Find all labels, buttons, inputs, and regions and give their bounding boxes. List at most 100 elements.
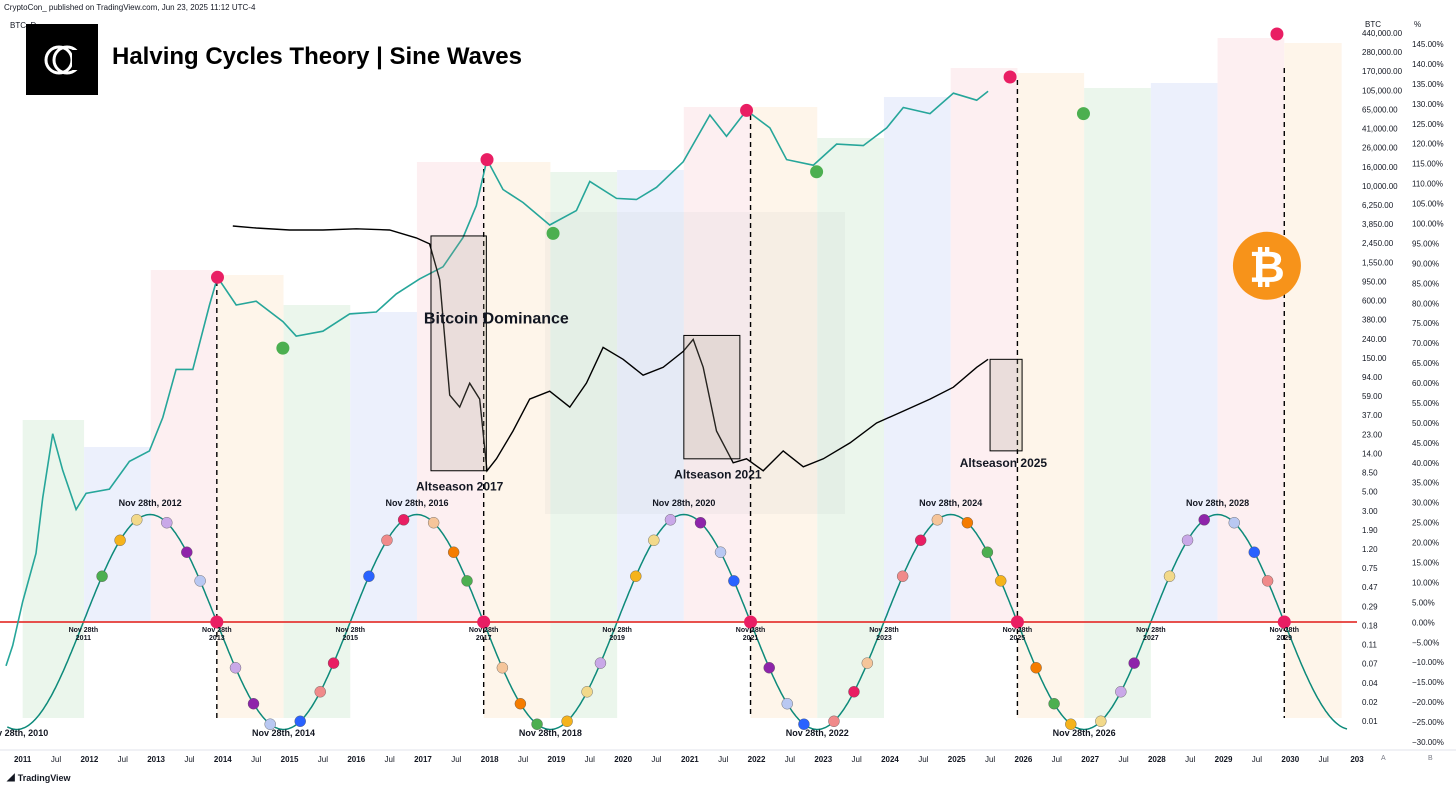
sine-phase-dot — [995, 575, 1007, 587]
price-tick-label: 600.00 — [1362, 297, 1387, 306]
sine-date-label: Nov 28th, 2012 — [119, 498, 182, 508]
zero-cross-label: Nov 28th — [335, 627, 365, 634]
zero-cross-label: Nov 28th — [469, 627, 499, 634]
sine-date-label: Nov 28th, 2028 — [1186, 498, 1249, 508]
price-tick-label: 150.00 — [1362, 354, 1387, 363]
percent-tick-label: 50.00% — [1412, 419, 1439, 428]
altseason-box — [989, 358, 1023, 452]
zero-cross-label: Nov 28th — [1269, 627, 1299, 634]
zero-cross-label: 2027 — [1143, 635, 1159, 642]
percent-tick-label: 135.00% — [1412, 80, 1444, 89]
sine-date-label: Nov 28th, 2010 — [0, 728, 48, 738]
percent-tick-label: 125.00% — [1412, 120, 1444, 129]
sine-phase-dot — [981, 546, 994, 558]
price-tick-label: 280,000.00 — [1362, 48, 1403, 57]
price-unit: BTC — [1365, 20, 1381, 29]
percent-tick-label: 145.00% — [1412, 40, 1444, 49]
price-tick-label: 26,000.00 — [1362, 144, 1398, 153]
price-tick-label: 23.00 — [1362, 430, 1383, 439]
sine-phase-dot — [1115, 686, 1127, 698]
price-tick-label: 65,000.00 — [1362, 105, 1398, 114]
cycle-bottom-dot — [546, 226, 560, 240]
percent-tick-label: −10.00% — [1412, 658, 1444, 667]
x-tick-label: 2018 — [481, 755, 499, 764]
sine-phase-dot — [714, 546, 727, 558]
zero-cross-label: Nov 28th — [1003, 627, 1033, 634]
percent-tick-label: 100.00% — [1412, 219, 1444, 228]
percent-tick-label: 85.00% — [1412, 279, 1439, 288]
sine-phase-dot — [514, 698, 527, 710]
price-tick-label: 0.04 — [1362, 679, 1378, 688]
price-tick-label: 0.29 — [1362, 602, 1378, 611]
sine-phase-dot — [798, 718, 810, 730]
percent-tick-label: 35.00% — [1412, 479, 1439, 488]
price-tick-label: 105,000.00 — [1362, 86, 1403, 95]
x-tick-label: 2021 — [681, 755, 699, 764]
sine-phase-dot — [581, 686, 593, 698]
dominance-backdrop — [545, 212, 845, 514]
tradingview-footer: ◢ TradingView — [7, 772, 71, 783]
cycle-zone-orange — [750, 107, 818, 718]
price-tick-label: 1,550.00 — [1362, 258, 1394, 267]
zero-cross-label: Nov 28th — [736, 627, 766, 634]
annotation-label: Bitcoin Dominance — [424, 311, 569, 328]
x-tick-label: 2026 — [1015, 755, 1033, 764]
sine-phase-dot — [1163, 570, 1176, 582]
sine-phase-dot — [781, 698, 793, 710]
price-tick-label: 3,850.00 — [1362, 220, 1394, 229]
x-tick-label: Jul — [1319, 755, 1329, 764]
cycle-zone-green — [283, 305, 351, 718]
sine-date-label: Nov 28th, 2022 — [786, 728, 849, 738]
x-tick-label: Jul — [985, 755, 995, 764]
footer-brand: TradingView — [17, 772, 71, 783]
price-tick-label: 8.50 — [1362, 469, 1378, 478]
x-tick-label: Jul — [651, 755, 661, 764]
percent-tick-label: 0.00% — [1412, 618, 1435, 627]
price-tick-label: 440,000.00 — [1362, 29, 1403, 38]
sine-phase-dot — [1065, 718, 1077, 730]
altseason-box — [430, 235, 487, 472]
percent-tick-label: 120.00% — [1412, 140, 1444, 149]
symbol-label[interactable]: BTC, D — [10, 21, 37, 30]
percent-tick-label: 5.00% — [1412, 598, 1435, 607]
zero-cross-label: 2013 — [209, 635, 225, 642]
tradingview-logo-icon: ◢ — [7, 772, 15, 783]
percent-tick-label: 70.00% — [1412, 339, 1439, 348]
cycle-zone-green — [550, 172, 618, 718]
sine-phase-dot — [461, 575, 473, 587]
sine-phase-dot — [728, 575, 740, 587]
sine-phase-dot — [427, 517, 440, 529]
x-tick-label: Jul — [718, 755, 728, 764]
annotation-label: Altseason 2025 — [960, 456, 1048, 470]
sine-phase-dot — [828, 715, 840, 727]
cycle-zero-dot — [744, 615, 758, 629]
x-tick-label: Jul — [852, 755, 862, 764]
log-scale-button[interactable]: B — [1428, 755, 1433, 762]
price-tick-label: 3.00 — [1362, 507, 1378, 516]
sine-phase-dot — [848, 686, 860, 698]
sine-phase-dot — [694, 517, 707, 529]
sine-phase-dot — [363, 570, 375, 582]
x-tick-label: Jul — [1118, 755, 1128, 764]
cycle-zone-blue — [350, 312, 417, 622]
x-tick-label: Jul — [918, 755, 928, 764]
price-tick-label: 170,000.00 — [1362, 67, 1403, 76]
x-tick-label: 2022 — [748, 755, 766, 764]
x-tick-label: 2013 — [147, 755, 165, 764]
zero-cross-label: 2021 — [743, 635, 759, 642]
btc-price-line — [5, 90, 989, 667]
price-tick-label: 41,000.00 — [1362, 125, 1398, 134]
cycle-bottom-dot — [276, 341, 290, 355]
cycle-top-dot — [210, 270, 224, 284]
percent-tick-label: 45.00% — [1412, 439, 1439, 448]
zero-cross-label: 2019 — [609, 635, 625, 642]
sine-phase-dot — [561, 715, 573, 727]
percent-tick-label: 15.00% — [1412, 559, 1439, 568]
sine-phase-dot — [1181, 534, 1194, 546]
cycle-top-dot — [740, 103, 754, 117]
sine-phase-dot — [447, 546, 460, 558]
sine-phase-dot — [896, 570, 909, 582]
x-tick-label: 2015 — [281, 755, 299, 764]
auto-scale-button[interactable]: A — [1381, 755, 1386, 762]
